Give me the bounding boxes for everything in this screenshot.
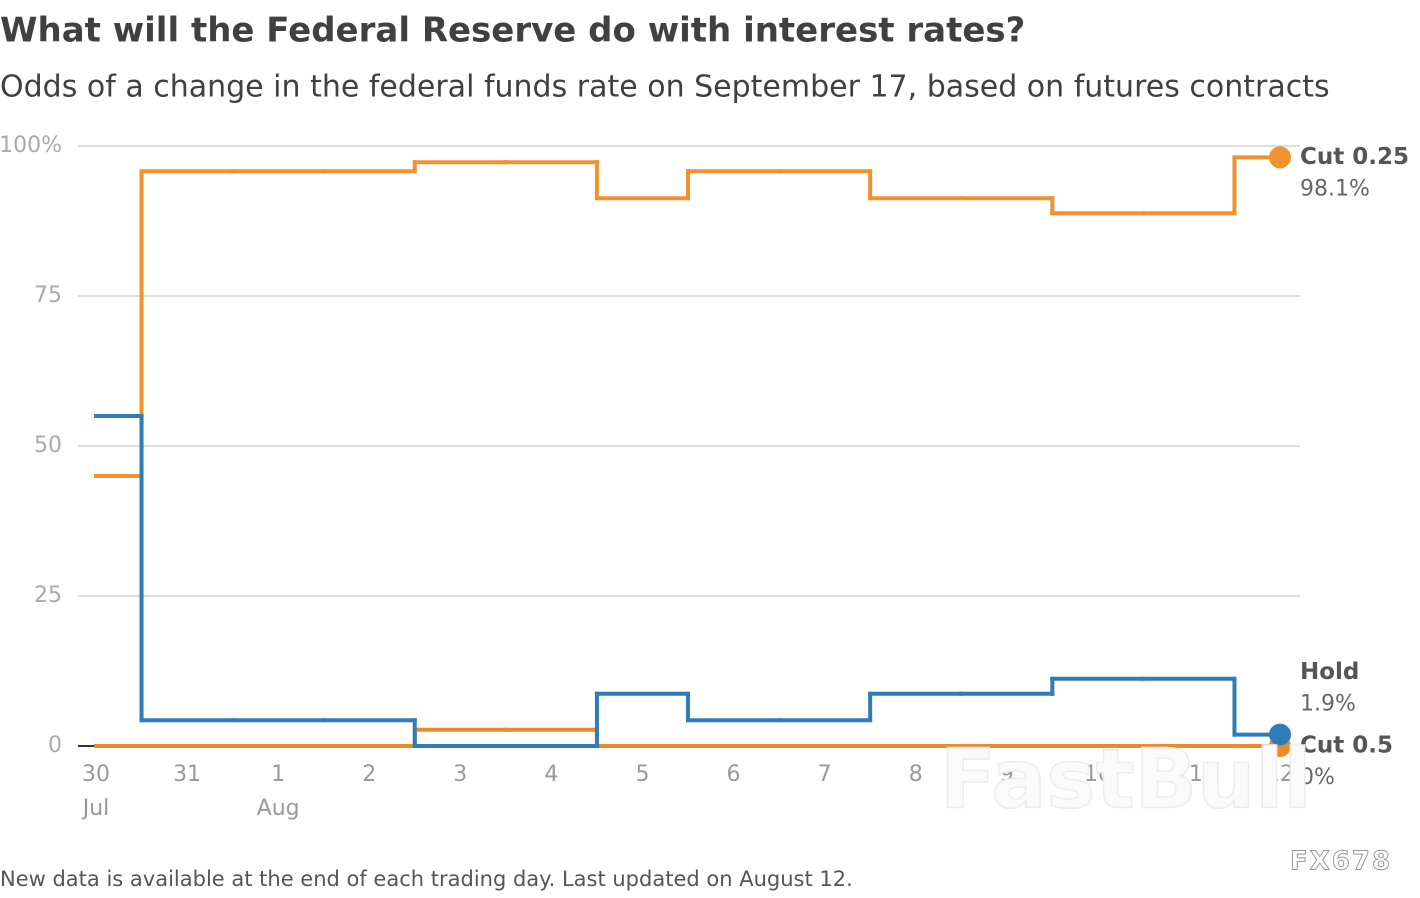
x-tick-label: 3 <box>453 762 467 787</box>
value-label: 98.1% <box>1300 176 1370 201</box>
x-tick-label: 10 <box>1084 762 1112 787</box>
x-tick-label: 6 <box>727 762 741 787</box>
x-tick-label: 4 <box>544 762 558 787</box>
watermark: FX678 <box>1290 847 1392 877</box>
x-tick-label: 9 <box>1000 762 1014 787</box>
x-tick-label: 8 <box>909 762 923 787</box>
y-tick-label: 100% <box>0 133 62 158</box>
value-label: 1.9% <box>1300 692 1356 717</box>
end-dot <box>1269 146 1291 169</box>
x-tick-label: 7 <box>818 762 832 787</box>
end-dot <box>1269 723 1291 746</box>
series-label: Cut 0.25 <box>1300 144 1409 170</box>
x-tick-label: 12 <box>1266 762 1294 787</box>
watermark: FastBull <box>940 732 1312 827</box>
x-tick-label: 30 Jul <box>81 762 110 821</box>
y-tick-label: 25 <box>34 583 62 608</box>
y-tick-label: 50 <box>34 433 62 458</box>
x-tick-label: 1 Aug <box>257 762 300 821</box>
x-tick-label: 11 <box>1175 762 1203 787</box>
x-tick-label: 5 <box>635 762 649 787</box>
y-tick-label: 75 <box>34 283 62 308</box>
x-tick-label: 31 <box>173 762 201 787</box>
chart-title: What will the Federal Reserve do with in… <box>0 11 1025 51</box>
chart-subtitle: Odds of a change in the federal funds ra… <box>0 70 1330 105</box>
series-label: Cut 0.5 <box>1300 733 1393 759</box>
value-label: 0% <box>1300 765 1335 790</box>
x-tick-label: 2 <box>362 762 376 787</box>
y-tick-label: 0 <box>48 733 62 758</box>
footnote: New data is available at the end of each… <box>0 867 853 891</box>
series-label: Hold <box>1300 659 1359 685</box>
